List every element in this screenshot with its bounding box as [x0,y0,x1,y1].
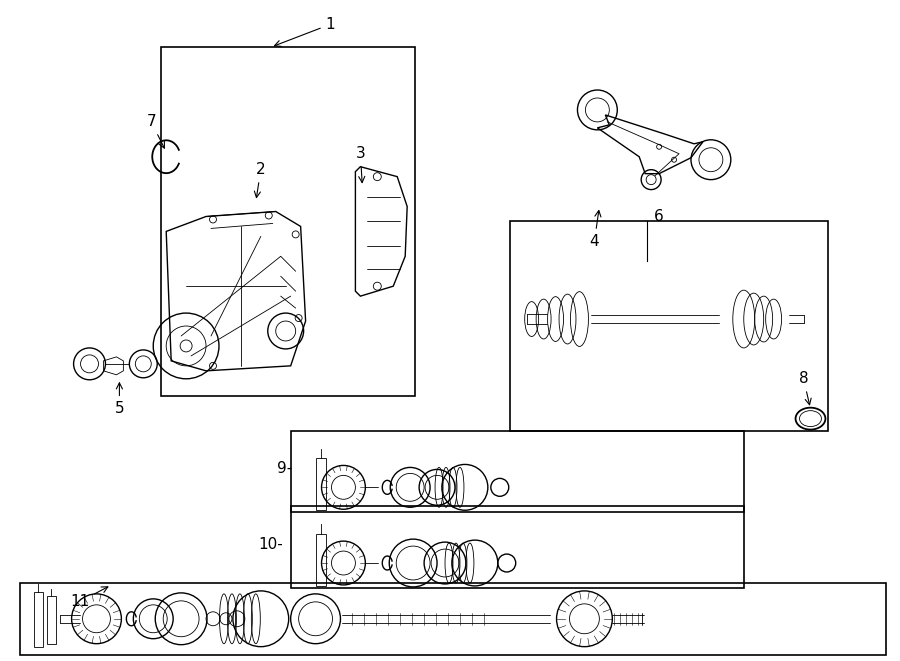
Text: 2: 2 [255,162,266,198]
Bar [161,47,415,396]
Bar [20,583,886,654]
Bar [34,592,42,646]
Bar [316,534,326,586]
Text: 4: 4 [590,210,601,249]
Text: 8: 8 [798,371,811,405]
Text: 7: 7 [147,114,165,148]
Text: 5: 5 [114,383,124,416]
Text: 11: 11 [70,587,108,609]
Text: 6: 6 [654,209,664,224]
Bar [47,596,56,644]
Text: 10-: 10- [258,537,283,551]
Bar [509,221,828,430]
Bar [291,430,743,512]
Text: 3: 3 [356,146,365,182]
Text: 9-: 9- [277,461,292,476]
Text: 1: 1 [274,17,336,46]
Bar [316,459,326,510]
Bar [291,506,743,588]
